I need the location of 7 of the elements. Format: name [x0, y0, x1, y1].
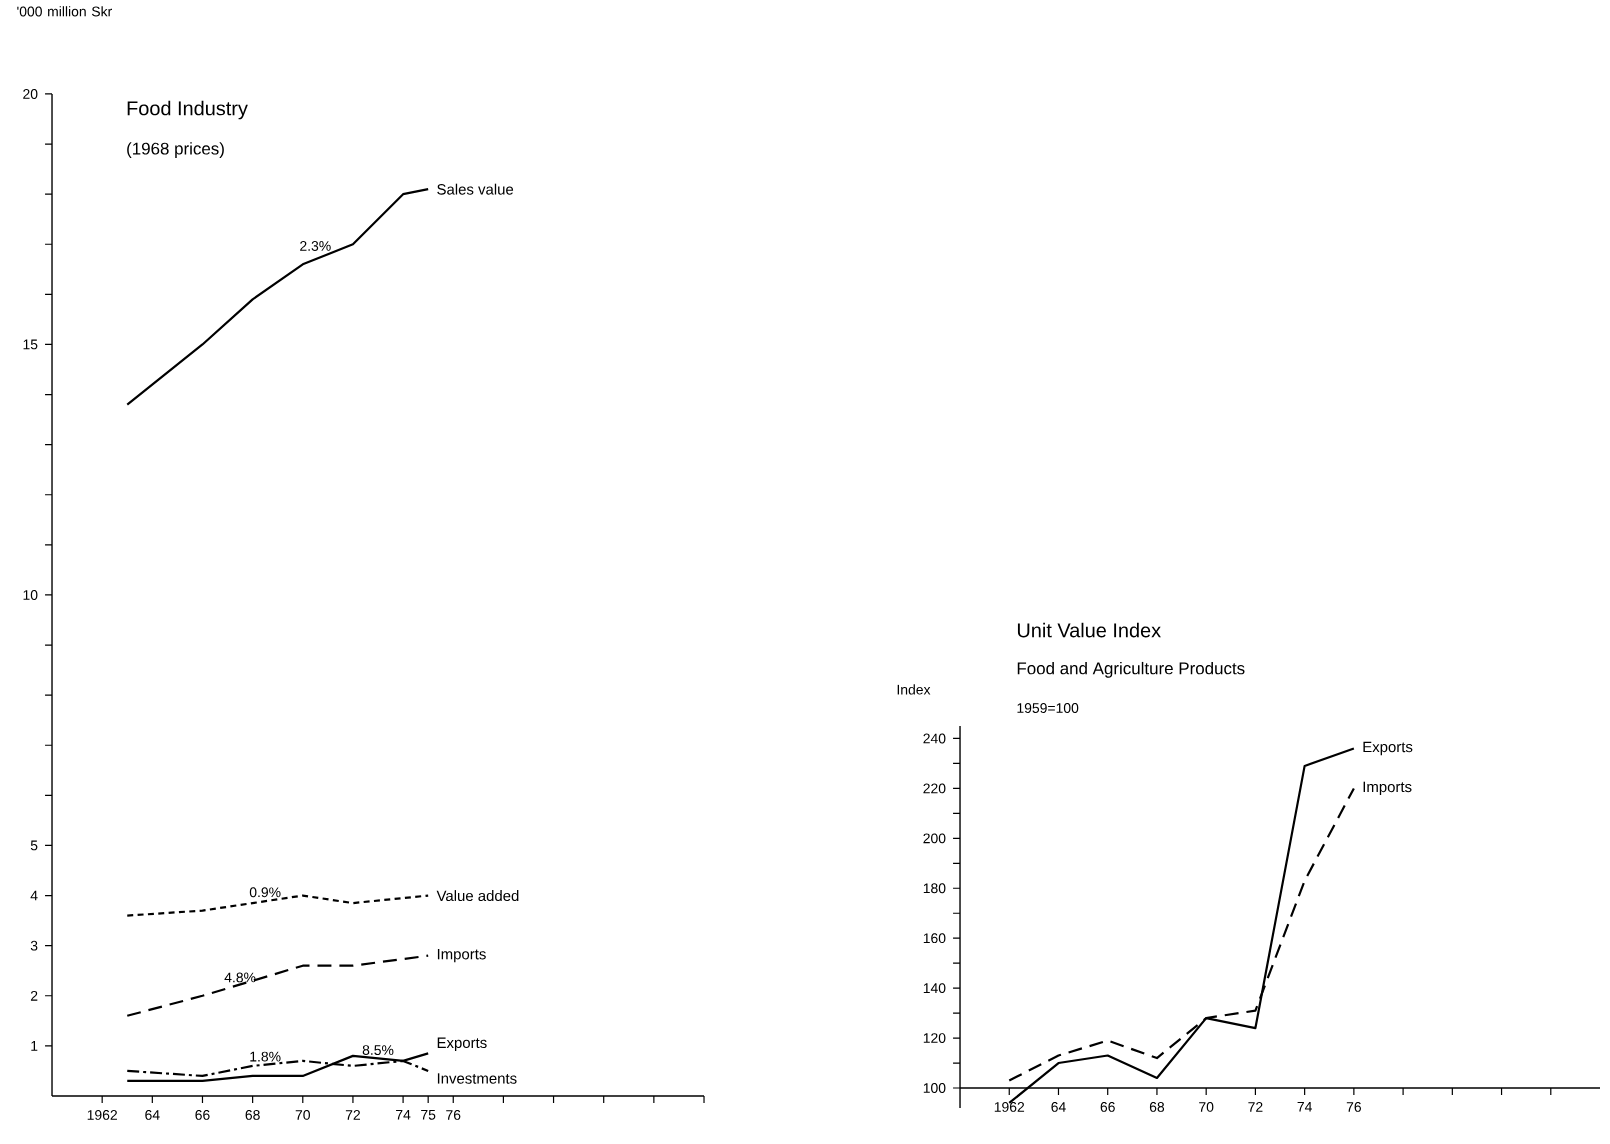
text: (1968 prices)	[127, 142, 224, 158]
chart-title: Unit Value Index	[1017, 622, 1161, 638]
line-series	[126, 188, 430, 406]
chart-title: Food Industry	[127, 100, 248, 120]
line-series	[126, 1052, 430, 1083]
line-series	[126, 1059, 430, 1078]
chart-subtitle: Food and Agriculture Products	[1017, 661, 1245, 678]
